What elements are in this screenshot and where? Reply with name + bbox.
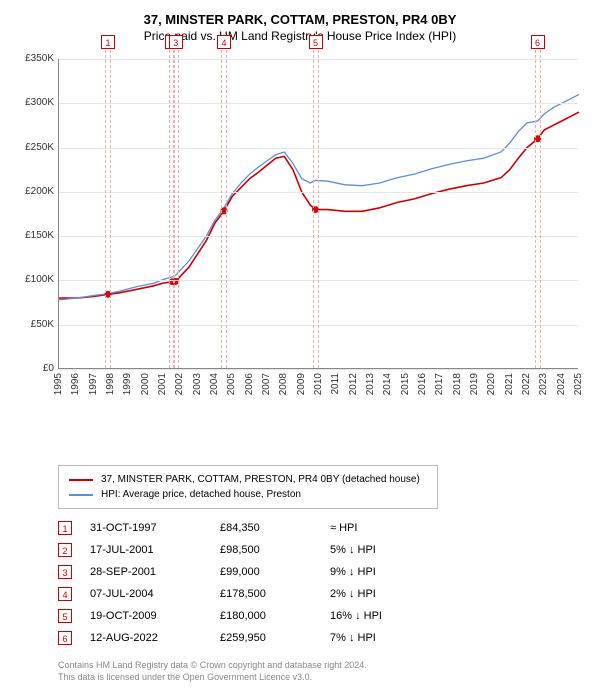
event-row-price: £180,000	[220, 610, 330, 622]
event-badge: 5	[309, 35, 323, 49]
chart-area: 123456 £0 £50K £100K £150K £200K £250K £300K £3…	[14, 51, 586, 421]
x-tick-label: 2004	[209, 373, 220, 395]
event-row-date: 31-OCT-1997	[90, 522, 220, 534]
footer-line1: Contains HM Land Registry data © Crown c…	[58, 659, 586, 671]
event-row-diff: 2% ↓ HPI	[330, 588, 440, 600]
event-band	[105, 35, 111, 368]
x-tick-label: 2024	[556, 373, 567, 395]
event-row-badge: 3	[58, 565, 72, 579]
event-badge: 3	[169, 35, 183, 49]
y-tick-label: £0	[16, 363, 54, 374]
x-tick-label: 2011	[330, 373, 341, 395]
event-row: 2 17-JUL-2001£98,5005% ↓ HPI	[58, 539, 586, 561]
event-row-badge: 4	[58, 587, 72, 601]
event-row: 6 12-AUG-2022£259,9507% ↓ HPI	[58, 627, 586, 649]
legend-item-property: 37, MINSTER PARK, COTTAM, PRESTON, PR4 0…	[69, 472, 427, 487]
x-tick-label: 2012	[348, 373, 359, 395]
x-tick-label: 1998	[105, 373, 116, 395]
series-property	[59, 112, 579, 298]
chart-title: 37, MINSTER PARK, COTTAM, PRESTON, PR4 0…	[14, 12, 586, 27]
x-tick-label: 2013	[365, 373, 376, 395]
x-tick-label: 2015	[400, 373, 411, 395]
event-badge: 4	[217, 35, 231, 49]
x-tick-label: 2014	[382, 373, 393, 395]
x-tick-label: 2020	[486, 373, 497, 395]
legend-label-property: 37, MINSTER PARK, COTTAM, PRESTON, PR4 0…	[101, 474, 420, 485]
event-row-date: 12-AUG-2022	[90, 632, 220, 644]
x-tick-label: 2010	[313, 373, 324, 395]
chart-container: 37, MINSTER PARK, COTTAM, PRESTON, PR4 0…	[0, 0, 600, 691]
series-svg	[59, 59, 579, 369]
x-tick-label: 1995	[53, 373, 64, 395]
event-band	[173, 35, 179, 368]
event-row-price: £84,350	[220, 522, 330, 534]
legend-swatch-hpi	[69, 494, 93, 496]
y-tick-label: £50K	[16, 319, 54, 330]
x-tick-label: 2005	[226, 373, 237, 395]
x-tick-label: 2017	[434, 373, 445, 395]
x-tick-label: 2019	[469, 373, 480, 395]
x-tick-label: 2009	[296, 373, 307, 395]
event-row-date: 17-JUL-2001	[90, 544, 220, 556]
event-row-price: £178,500	[220, 588, 330, 600]
x-tick-label: 2002	[174, 373, 185, 395]
event-row-price: £99,000	[220, 566, 330, 578]
legend-item-hpi: HPI: Average price, detached house, Pres…	[69, 487, 427, 502]
event-row-badge: 5	[58, 609, 72, 623]
event-row-diff: ≈ HPI	[330, 522, 440, 534]
x-tick-label: 2022	[521, 373, 532, 395]
x-tick-label: 2000	[140, 373, 151, 395]
event-row-badge: 1	[58, 521, 72, 535]
x-tick-label: 1997	[88, 373, 99, 395]
event-row-date: 07-JUL-2004	[90, 588, 220, 600]
legend-swatch-property	[69, 479, 93, 481]
events-table: 1 31-OCT-1997£84,350≈ HPI 2 17-JUL-2001£98,…	[58, 517, 586, 649]
x-tick-label: 2018	[452, 373, 463, 395]
x-tick-label: 2006	[244, 373, 255, 395]
event-row: 5 19-OCT-2009£180,00016% ↓ HPI	[58, 605, 586, 627]
x-tick-label: 1996	[70, 373, 81, 395]
x-tick-label: 2021	[504, 373, 515, 395]
event-row: 3 28-SEP-2001£99,0009% ↓ HPI	[58, 561, 586, 583]
y-tick-label: £100K	[16, 274, 54, 285]
x-tick-label: 2008	[278, 373, 289, 395]
event-badge: 6	[531, 35, 545, 49]
x-tick-label: 2007	[261, 373, 272, 395]
y-tick-label: £300K	[16, 97, 54, 108]
series-hpi	[59, 94, 579, 300]
event-row-diff: 9% ↓ HPI	[330, 566, 440, 578]
x-tick-label: 2025	[573, 373, 584, 395]
y-tick-label: £150K	[16, 230, 54, 241]
gridline-y	[59, 369, 578, 370]
event-badge: 1	[101, 35, 115, 49]
legend-label-hpi: HPI: Average price, detached house, Pres…	[101, 489, 301, 500]
footer-line2: This data is licensed under the Open Gov…	[58, 671, 586, 683]
y-tick-label: £350K	[16, 53, 54, 64]
plot-region: 123456	[58, 59, 578, 369]
y-tick-label: £250K	[16, 142, 54, 153]
event-row-badge: 6	[58, 631, 72, 645]
x-tick-label: 2003	[192, 373, 203, 395]
legend-box: 37, MINSTER PARK, COTTAM, PRESTON, PR4 0…	[58, 465, 438, 509]
event-row-date: 28-SEP-2001	[90, 566, 220, 578]
event-row-diff: 16% ↓ HPI	[330, 610, 440, 622]
event-band	[535, 35, 541, 368]
event-band	[313, 35, 319, 368]
event-row-price: £259,950	[220, 632, 330, 644]
event-band	[221, 35, 227, 368]
event-row-date: 19-OCT-2009	[90, 610, 220, 622]
event-row-badge: 2	[58, 543, 72, 557]
y-tick-label: £200K	[16, 186, 54, 197]
event-row: 4 07-JUL-2004£178,5002% ↓ HPI	[58, 583, 586, 605]
event-row-diff: 5% ↓ HPI	[330, 544, 440, 556]
x-tick-label: 2001	[157, 373, 168, 395]
chart-subtitle: Price paid vs. HM Land Registry's House …	[14, 29, 586, 43]
event-row: 1 31-OCT-1997£84,350≈ HPI	[58, 517, 586, 539]
event-row-diff: 7% ↓ HPI	[330, 632, 440, 644]
x-tick-label: 2023	[538, 373, 549, 395]
x-tick-label: 1999	[122, 373, 133, 395]
x-tick-label: 2016	[417, 373, 428, 395]
event-row-price: £98,500	[220, 544, 330, 556]
